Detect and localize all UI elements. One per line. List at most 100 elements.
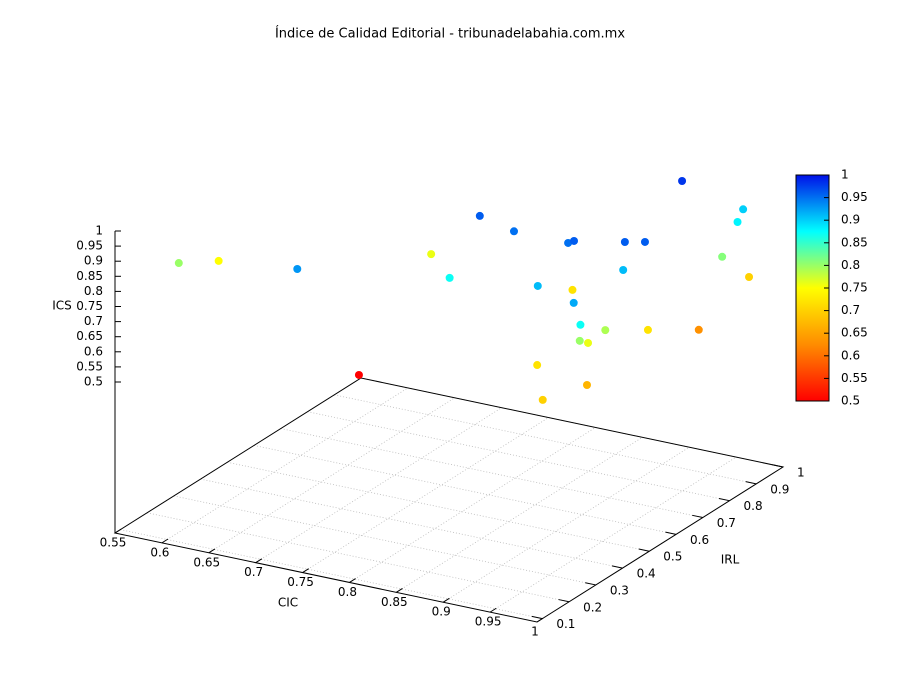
y-tick-label: 0.4 [637,567,656,581]
x-tick [161,538,169,544]
x-axis-label: CIC [278,596,298,610]
z-tick-label: 1 [95,224,103,238]
y-tick-label: 1 [797,466,805,480]
z-tick-label: 0.95 [76,239,103,253]
colorbar-tick-label: 1 [841,168,849,182]
x-tick-label: 0.65 [193,555,220,569]
grid-line [200,478,623,569]
point [584,338,593,347]
x-tick [255,558,263,564]
colorbar-tick-label: 0.5 [841,394,860,408]
point [569,298,578,307]
point [354,370,363,379]
colorbar-tick-label: 0.65 [841,326,868,340]
point [694,325,703,334]
y-tick-label: 0.2 [583,600,602,614]
x-tick [489,607,497,613]
point [640,237,649,246]
y-tick [585,582,596,586]
colorbar-tick-label: 0.55 [841,371,868,385]
z-tick-label: 0.5 [84,375,103,389]
point [570,236,579,245]
x-tick-label: 0.8 [338,585,357,599]
point [533,281,542,290]
point [620,238,629,247]
point [538,395,547,404]
y-axis-label: IRL [721,553,740,567]
y-tick [692,514,703,519]
x-tick [442,597,450,603]
grid-line [255,407,502,564]
grid-line [227,461,650,552]
x-tick-label: 1 [531,625,539,639]
grid-line [208,397,455,554]
point [576,320,585,329]
point [293,264,302,273]
grid-line [307,411,730,502]
grid-line [161,387,409,544]
y-tick-label: 0.6 [690,533,709,547]
x-tick-label: 0.7 [244,565,263,579]
colorbar-tick-label: 0.75 [841,281,868,295]
y-tick-label: 0.8 [744,499,763,513]
y-tick-label: 0.3 [610,583,629,597]
y-tick [772,464,784,468]
chart-title: Índice de Calidad Editorial - tribunadel… [275,26,625,42]
grid-line [334,394,757,485]
colorbar-tick-label: 0.95 [841,190,868,204]
z-tick-label: 0.55 [76,359,103,373]
point [601,326,610,335]
colorbar-tick-label: 0.6 [841,348,860,362]
x-tick-label: 0.85 [381,595,408,609]
y-tick [745,481,757,485]
point [427,250,436,259]
grid-line [302,417,549,573]
y-tick-label: 0.1 [556,617,575,631]
y-tick [531,615,543,620]
point [619,266,628,275]
y-tick [665,531,677,535]
x-tick [302,568,309,573]
z-tick-label: 0.85 [76,269,103,283]
point [733,218,742,227]
grid-line [173,495,596,586]
point [745,272,754,281]
grid-line [280,428,703,518]
x-tick-label: 0.75 [287,575,314,589]
y-tick-label: 0.9 [770,482,789,496]
point [174,259,183,268]
y-tick [611,565,623,569]
z-tick-label: 0.9 [84,254,103,268]
colorbar-tick-label: 0.9 [841,213,860,227]
base-border [113,377,785,623]
z-tick-label: 0.6 [84,344,103,358]
y-tick [638,548,650,552]
z-tick-label: 0.75 [76,299,103,313]
x-tick [208,548,216,554]
point [214,256,223,265]
x-tick-label: 0.95 [475,615,502,629]
grid-line [396,436,643,593]
z-axis-label: ICS [52,299,72,313]
z-tick-label: 0.7 [84,314,103,328]
x-tick-label: 0.55 [100,536,127,550]
grid-line [253,444,677,535]
point [643,325,652,334]
y-tick-label: 0.5 [663,550,682,564]
point [739,205,748,214]
x-tick [349,578,356,583]
grid-line [443,446,690,603]
grid-line [489,456,737,613]
point [575,336,584,345]
point [509,227,518,236]
y-tick-label: 0.7 [717,516,736,530]
z-tick-label: 0.8 [84,284,103,298]
y-tick [718,497,730,502]
point [475,211,484,220]
x-tick [114,528,122,534]
colorbar-tick-label: 0.85 [841,235,868,249]
grid-line [120,529,543,620]
x-tick-label: 0.9 [432,605,451,619]
point [678,177,687,186]
